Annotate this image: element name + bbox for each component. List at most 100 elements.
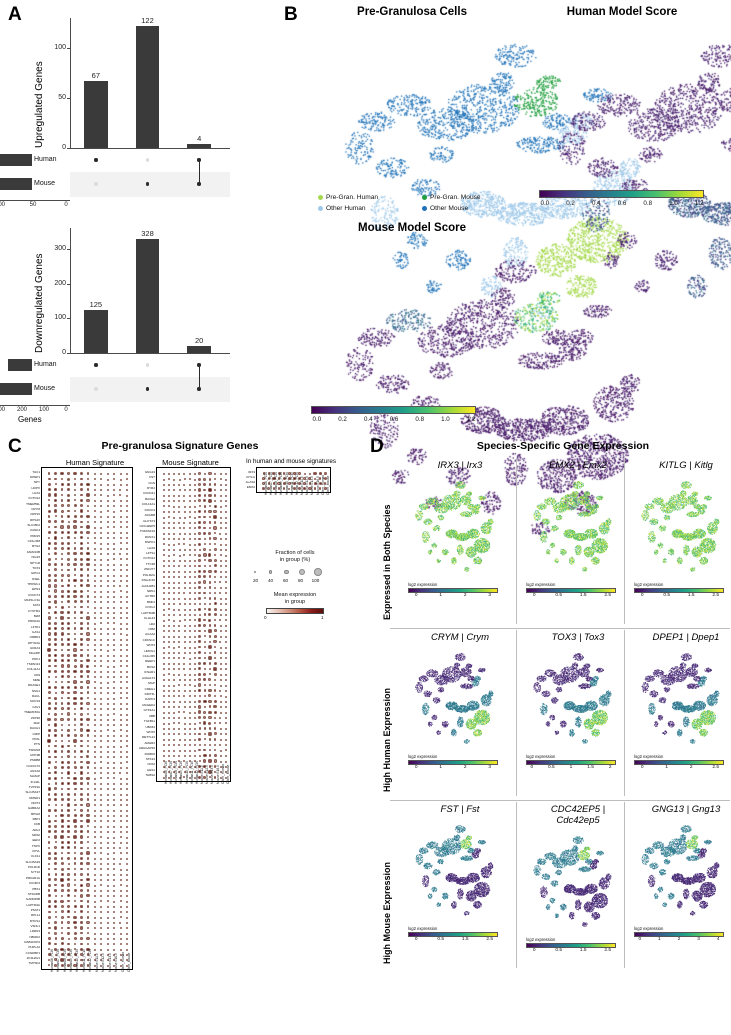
panel-d-colorbar-label: log2 expression (526, 754, 556, 759)
dotplot-dot (86, 776, 90, 780)
dotplot-dot (67, 910, 71, 914)
dotplot-dot (93, 729, 96, 732)
dotplot-dot (47, 643, 51, 647)
dotplot-dot (106, 515, 109, 518)
dotplot-dot (60, 787, 64, 791)
dotplot-dot (86, 873, 90, 876)
dotplot-dot (93, 697, 96, 700)
colorbar-tick: 0.8 (415, 416, 425, 423)
dotplot-gene-label: IF144L (30, 779, 40, 784)
dotplot-dot (60, 878, 64, 882)
dotplot-dot (67, 536, 71, 540)
dotplot-dot (73, 873, 77, 876)
dotplot-sample-label: Human08_PCW (274, 471, 279, 495)
dotplot-dot (86, 637, 90, 641)
dotplot-dot (213, 569, 217, 573)
dotplot-dot (93, 505, 96, 508)
dotplot-dot (119, 724, 122, 727)
dotplot-dot (67, 611, 70, 614)
dotplot-dot (213, 521, 217, 524)
dotplot-dot (60, 926, 64, 930)
dotplot-dot (119, 494, 122, 497)
dotplot-dot (183, 641, 186, 644)
dotplot-dot (100, 510, 103, 513)
dotplot-dot (208, 716, 212, 720)
dotplot-dot (54, 654, 57, 657)
dotplot-gene-label: KCNIP4 (29, 881, 40, 886)
dotplot-dot (73, 942, 77, 946)
dotplot-dot (93, 857, 96, 860)
dotplot-dot (125, 547, 128, 550)
dotplot-gene-label: A3GALT3 (142, 675, 155, 680)
dotplot-gene-label: RSPO1 (144, 540, 155, 545)
dotplot-gene-label: TSPO (31, 843, 40, 848)
dotplot-dot (125, 702, 128, 705)
dotplot-dot (167, 483, 170, 486)
dotplot-dot (60, 942, 64, 946)
dotplot-dot (100, 745, 103, 748)
umap-title-mouse-model-score: Mouse Model Score (358, 222, 466, 234)
dotplot-dot (198, 694, 201, 697)
legend-fraction-tick: 80 (297, 578, 304, 583)
dotplot-dot (60, 584, 64, 588)
dotplot-dot (47, 819, 51, 823)
dotplot-dot (74, 494, 77, 497)
dotplot-dot (61, 777, 64, 780)
y-axis-tick: 200 (54, 279, 66, 287)
dotplot-dot (203, 494, 206, 497)
dotplot-dot (188, 657, 191, 660)
dotplot-dot (119, 483, 122, 486)
dotplot-dot (93, 473, 96, 476)
dotplot-dot (119, 521, 122, 524)
dotplot-dot (203, 699, 207, 704)
dotplot-dot (93, 964, 96, 967)
dotplot-dot (203, 591, 207, 595)
dotplot-gene-label: CDC42EP5 (139, 523, 155, 528)
dotplot-dot (119, 558, 122, 561)
dotplot-dot (219, 559, 222, 562)
dotplot-dot (178, 576, 181, 579)
dotplot-dot (213, 661, 217, 666)
dotplot-dot (168, 652, 171, 655)
dotplot-dot (100, 788, 103, 791)
legend-label: Pre-Gran. Mouse (430, 194, 481, 201)
dotplot-dot (178, 570, 181, 573)
dotplot-dot (80, 803, 83, 807)
dotplot-dot (224, 711, 227, 714)
dotplot-dot (178, 776, 181, 779)
dotplot-dot (178, 749, 181, 752)
dotplot-dot (86, 477, 90, 481)
dotplot-dot (162, 613, 165, 616)
dotplot-dot (54, 525, 57, 529)
dotplot-dot (178, 624, 181, 627)
dotplot-sample-label: Mouse E12.5 (101, 953, 106, 972)
dotplot-dot (178, 473, 181, 476)
y-axis-label: Downregulated Genes (34, 253, 45, 353)
matrix-dot-filled (197, 158, 201, 162)
dotplot-dot (67, 755, 71, 759)
dotplot-dot (119, 676, 122, 679)
dotplot-dot (113, 964, 116, 967)
dotplot-dot (54, 627, 57, 630)
dotplot-dot (168, 700, 171, 703)
dotplot-gene-label: GTF2A1 (143, 708, 155, 713)
dotplot-dot (67, 520, 70, 523)
dotplot-dot (100, 889, 103, 892)
dotplot-dot (106, 611, 109, 614)
dotplot-dot (162, 603, 165, 606)
dotplot-dot (168, 771, 170, 774)
dotplot-dot (219, 505, 222, 508)
dotplot-dot (126, 692, 129, 695)
umap-title-pregranulosa: Pre-Granulosa Cells (357, 6, 467, 18)
dotplot-dot (126, 767, 129, 770)
dotplot-dot (183, 700, 186, 703)
dotplot-gene-label: CREG1 (144, 686, 155, 691)
dotplot-dot (178, 706, 181, 709)
dotplot-dot (203, 646, 206, 649)
dotplot-dot (183, 538, 186, 541)
dotplot-dot (188, 500, 191, 502)
dotplot-dot (162, 586, 165, 589)
dotplot-dot (48, 713, 51, 716)
dotplot-dot (93, 585, 96, 588)
dotplot-dot (126, 563, 129, 566)
